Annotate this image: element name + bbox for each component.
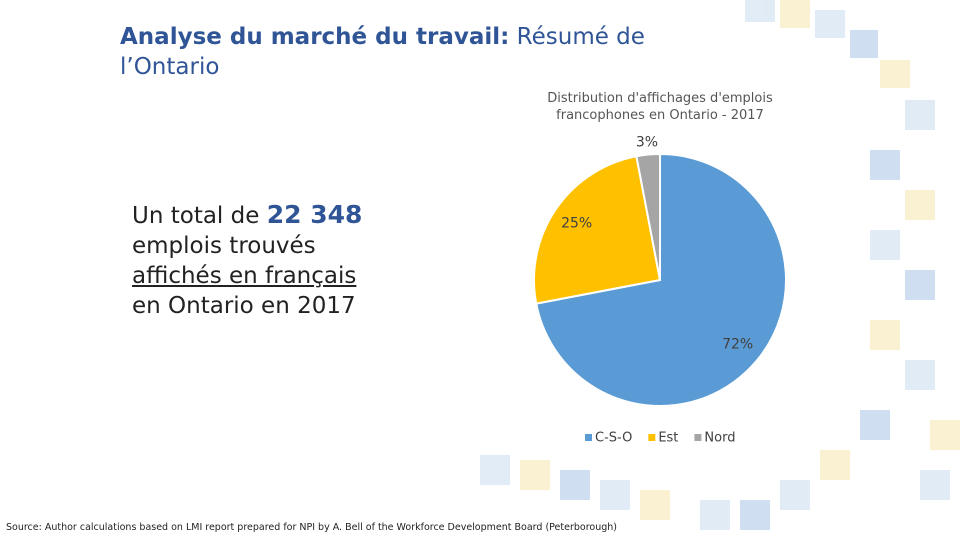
summary-line: en Ontario en 2017 <box>132 293 356 319</box>
chart-title: Distribution d'affichages d'emplois fran… <box>547 91 773 123</box>
legend-marker <box>585 434 592 441</box>
legend-marker <box>694 434 702 441</box>
legend-marker <box>648 434 656 441</box>
pie-slice <box>535 152 787 407</box>
data-label: 25% <box>561 215 592 231</box>
legend-label: Est <box>658 431 678 446</box>
pie-slice <box>635 152 661 281</box>
summary-text: Un total de 22 348 emplois trouvés affic… <box>132 200 432 321</box>
legend-label: Nord <box>704 431 735 446</box>
total-number: 22 348 <box>266 200 363 229</box>
pie-slice <box>533 155 662 305</box>
title-bold: Analyse du marché du travail: <box>120 24 510 50</box>
slide-title: Analyse du marché du travail: Résumé de … <box>120 22 720 82</box>
summary-line: affichés en français <box>132 263 357 289</box>
source: Source: Author calculations based on LMI… <box>6 522 618 533</box>
data-label: 72% <box>722 336 753 352</box>
title-rest: Résumé de l’Ontario <box>120 24 645 80</box>
summary-line: Un total de <box>132 203 260 229</box>
data-label: 3% <box>636 135 658 151</box>
summary-line: emplois trouvés <box>132 233 316 259</box>
legend-label: C-S-O <box>595 431 632 446</box>
